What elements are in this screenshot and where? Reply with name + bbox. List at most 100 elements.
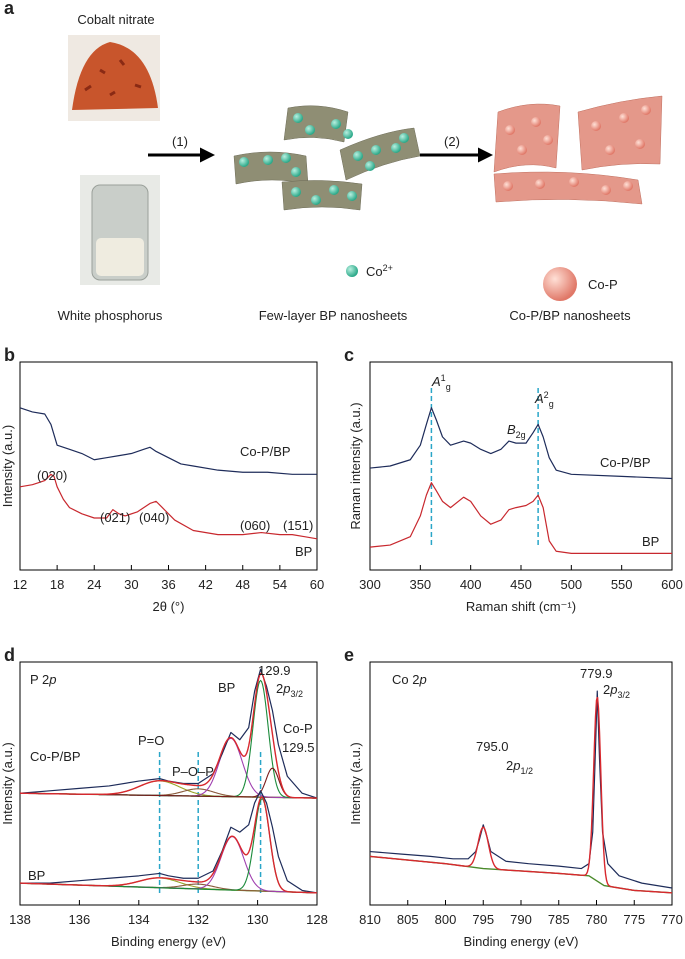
text-part: (021) (100, 510, 130, 525)
annotation: B2g (507, 422, 526, 440)
annotation: P 2p (30, 672, 57, 687)
x-tick-label: 805 (397, 912, 419, 927)
annotation: 2p3/2 (603, 682, 630, 700)
sheet (493, 103, 561, 173)
x-tick-label: 550 (611, 577, 633, 592)
text-part: 1 (441, 373, 446, 383)
text-part: P=O (138, 733, 164, 748)
caption: Co-P/BP nanosheets (509, 308, 631, 323)
series-line (19, 407, 317, 475)
series-label: Co-P/BP (240, 444, 291, 459)
series-line (369, 482, 672, 554)
text-part: 129.9 (258, 663, 291, 678)
annotation: 795.0 (476, 739, 509, 754)
text-part: p (609, 682, 617, 697)
annotation: Co-P (283, 721, 313, 736)
annotation: 779.9 (580, 666, 613, 681)
background-line (369, 855, 673, 894)
x-tick-label: 30 (124, 577, 138, 592)
x-tick-label: 400 (460, 577, 482, 592)
annotation: 2p3/2 (276, 681, 303, 699)
plot-frame (19, 361, 318, 571)
x-tick-label: 136 (69, 912, 91, 927)
annotation: A1g (431, 373, 451, 392)
text-part: A (431, 374, 441, 389)
text-part: 2 (544, 390, 549, 400)
annotation: (151) (283, 518, 313, 533)
legend-label: Co2+ (366, 263, 393, 279)
legend-label: Co-P (588, 277, 618, 292)
x-tick-label: 138 (9, 912, 31, 927)
series-label: BP (28, 868, 45, 883)
bp-sheets (233, 105, 421, 211)
co-ions (239, 113, 409, 205)
y-axis-label: Raman intensity (a.u.) (348, 402, 363, 529)
text-part: (040) (139, 510, 169, 525)
step-label: (2) (444, 134, 460, 149)
x-tick-label: 790 (510, 912, 532, 927)
text-part: BP (218, 680, 235, 695)
x-tick-label: 36 (161, 577, 175, 592)
annotation: (060) (240, 518, 270, 533)
x-tick-label: 18 (50, 577, 64, 592)
spectrum-data (20, 790, 318, 894)
x-tick-label: 130 (247, 912, 269, 927)
spectrum-data (369, 690, 673, 889)
annotation: (020) (37, 468, 67, 483)
text-part: (060) (240, 518, 270, 533)
annotation: A2g (534, 390, 554, 409)
series-line (369, 407, 673, 480)
annotation: Co 2p (392, 672, 427, 687)
x-tick-label: 450 (510, 577, 532, 592)
text-part: p (282, 681, 290, 696)
text-part: 779.9 (580, 666, 613, 681)
x-tick-label: 500 (560, 577, 582, 592)
annotation: 2p1/2 (506, 758, 533, 776)
text-part: g (549, 399, 554, 409)
x-tick-label: 785 (548, 912, 570, 927)
x-tick-label: 350 (409, 577, 431, 592)
x-tick-label: 48 (236, 577, 250, 592)
x-tick-label: 795 (472, 912, 494, 927)
sheet (577, 95, 663, 171)
text-part: p (48, 672, 56, 687)
spectrum-data (19, 668, 318, 799)
component-peak (19, 679, 318, 799)
text-part: 2 (276, 681, 283, 696)
x-axis-label: 2θ (°) (153, 599, 185, 614)
y-axis-label: Intensity (a.u.) (348, 742, 363, 824)
x-axis-label: Raman shift (cm⁻¹) (466, 599, 576, 614)
y-axis-label: Intensity (a.u.) (0, 742, 15, 824)
caption: Few-layer BP nanosheets (259, 308, 408, 323)
text-part: (151) (283, 518, 313, 533)
x-axis-label: Binding energy (eV) (464, 934, 579, 949)
x-axis-label: Binding energy (eV) (111, 934, 226, 949)
text-part: Co (366, 264, 383, 279)
step-label: (1) (172, 134, 188, 149)
y-axis-label: Intensity (a.u.) (0, 425, 15, 507)
reagent-label: Cobalt nitrate (77, 12, 154, 27)
annotation: (021) (100, 510, 130, 525)
text-part: P–O–P (172, 764, 214, 779)
text-part: Co 2 (392, 672, 419, 687)
x-tick-label: 800 (435, 912, 457, 927)
x-tick-label: 780 (586, 912, 608, 927)
text-part: 3/2 (617, 690, 630, 700)
x-tick-label: 42 (198, 577, 212, 592)
fit-envelope (19, 796, 318, 894)
series-label: Co-P/BP (600, 455, 651, 470)
x-tick-label: 60 (310, 577, 324, 592)
legend-ion (346, 265, 358, 277)
panel-label: b (4, 345, 15, 365)
sheet (281, 180, 363, 211)
fit-envelope (369, 696, 673, 894)
text-part: 1/2 (520, 766, 533, 776)
sheet (493, 171, 643, 205)
x-tick-label: 24 (87, 577, 101, 592)
x-tick-label: 132 (187, 912, 209, 927)
caption: White phosphorus (58, 308, 163, 323)
cop-sheets (493, 95, 663, 205)
x-tick-label: 134 (128, 912, 150, 927)
